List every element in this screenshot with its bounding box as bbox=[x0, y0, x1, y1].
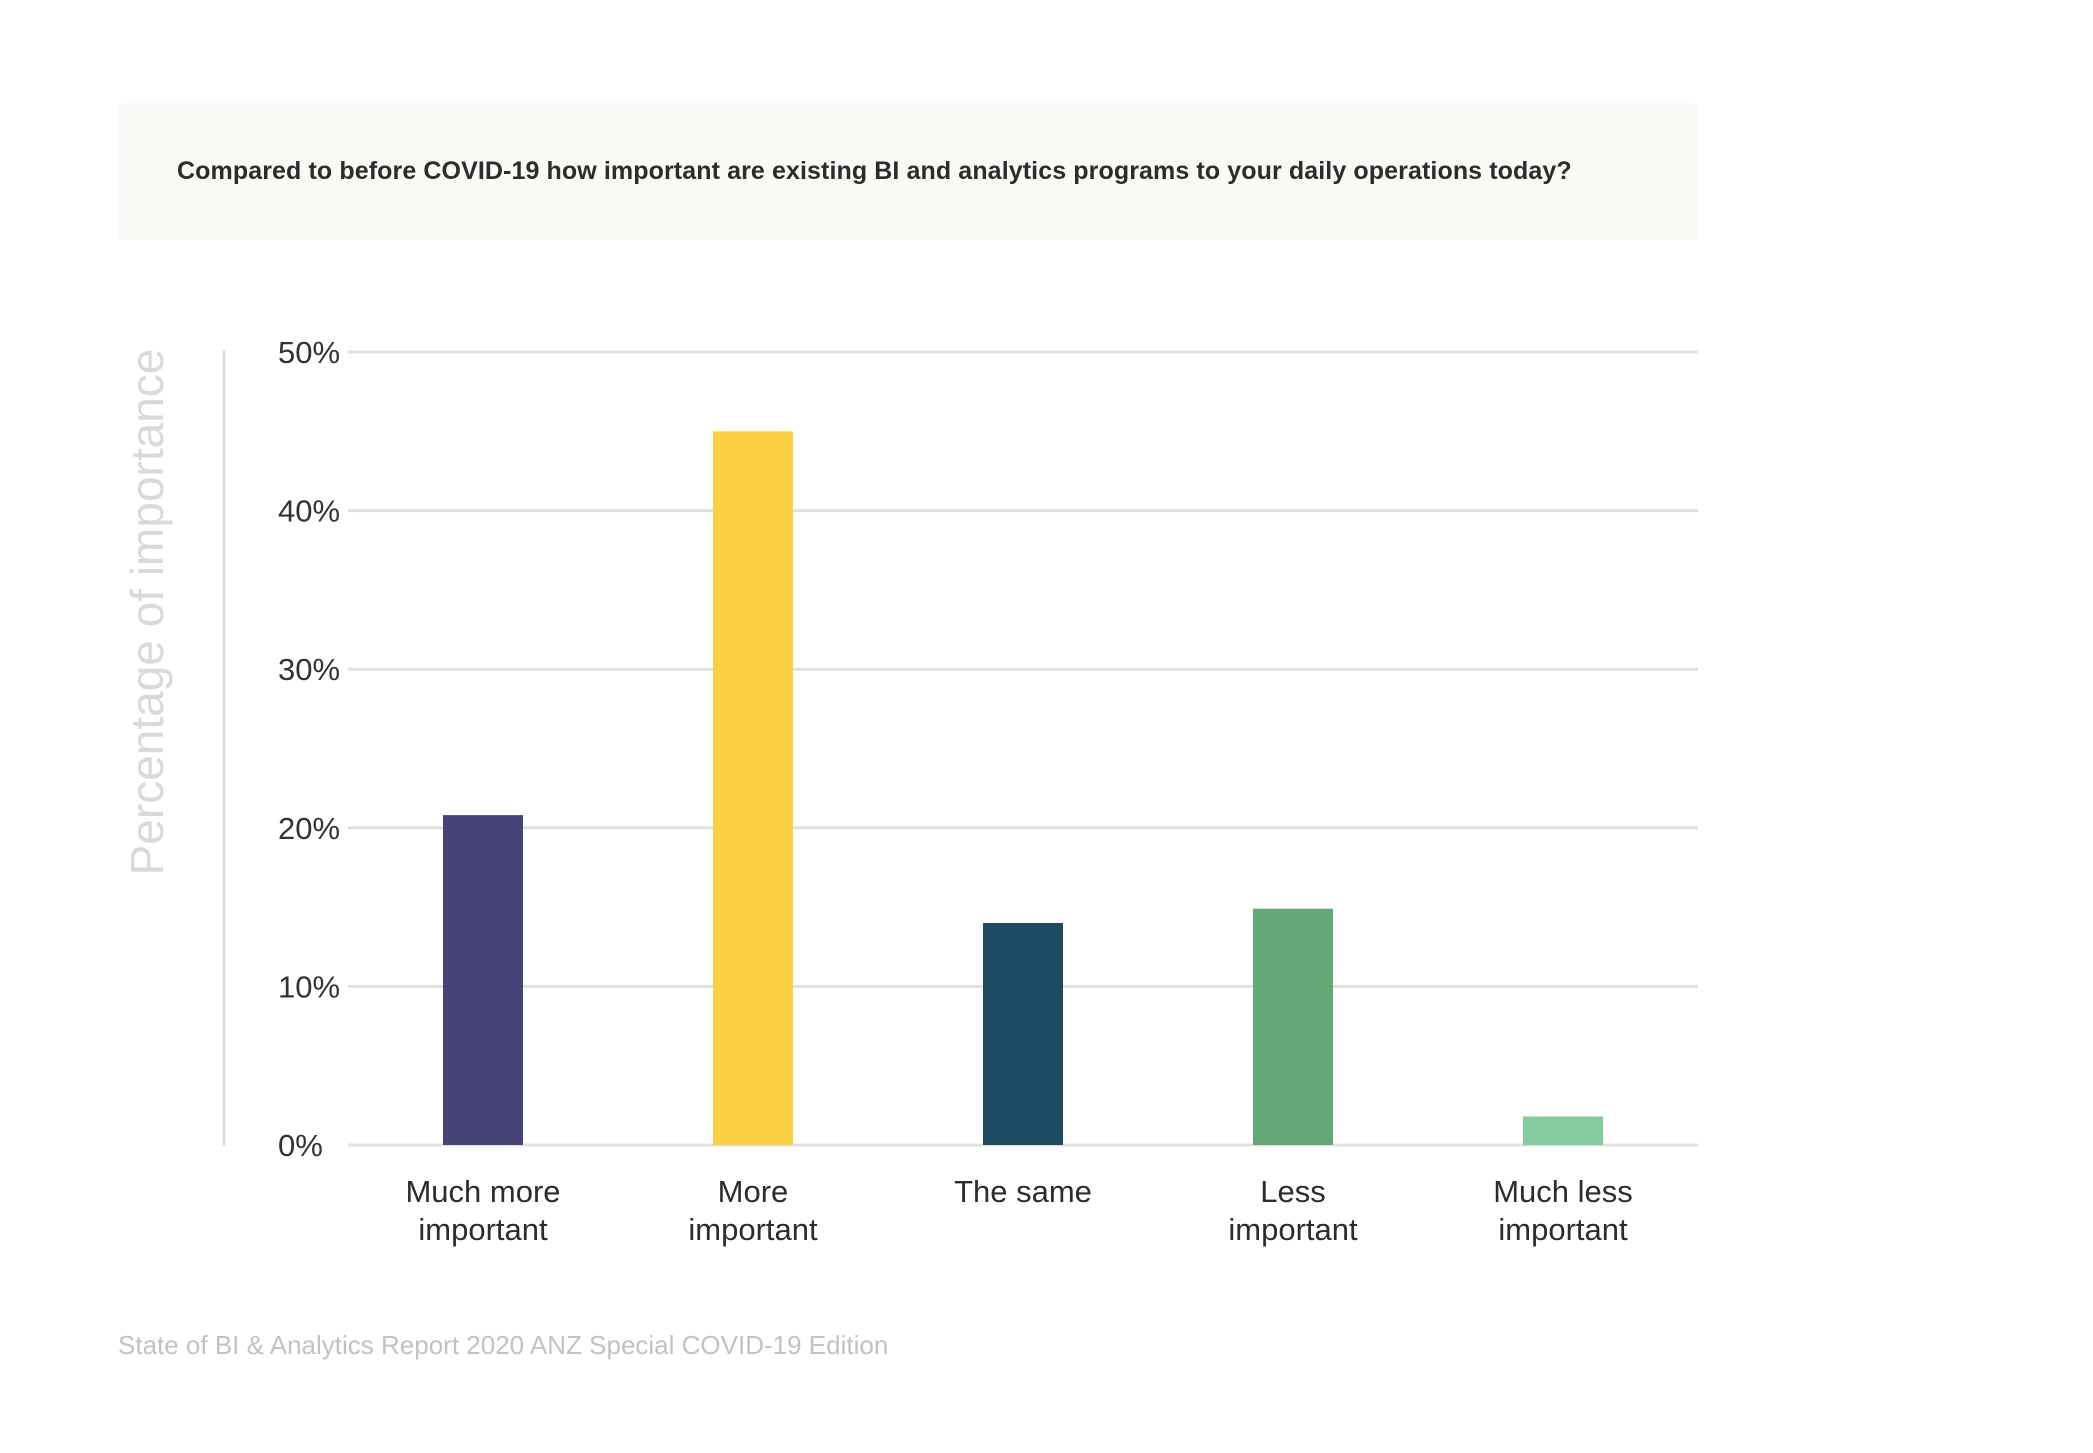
x-tick-label: Much more important bbox=[405, 1174, 560, 1247]
y-tick-label: 40% bbox=[278, 494, 340, 529]
bar bbox=[1253, 908, 1333, 1145]
bar bbox=[1523, 1116, 1603, 1145]
y-axis-title: Percentage of importance bbox=[121, 349, 173, 876]
y-tick-label: 30% bbox=[278, 652, 340, 687]
x-tick-label: The same bbox=[954, 1174, 1092, 1209]
x-tick-label: Less important bbox=[1228, 1174, 1358, 1247]
question-panel: Compared to before COVID-19 how importan… bbox=[118, 103, 1698, 240]
y-tick-label: 10% bbox=[278, 969, 340, 1004]
bar bbox=[983, 922, 1063, 1145]
question-text: Compared to before COVID-19 how importan… bbox=[177, 157, 1572, 185]
y-tick-label: 50% bbox=[278, 335, 340, 370]
bar bbox=[713, 431, 793, 1145]
x-tick-label: More important bbox=[688, 1174, 818, 1247]
y-tick-label: 20% bbox=[278, 811, 340, 846]
x-tick-label: Much less important bbox=[1493, 1174, 1633, 1247]
y-tick-labels: 0% 10% 20% 30% 40% 50% bbox=[278, 335, 340, 1163]
bars bbox=[443, 431, 1603, 1145]
x-tick-labels: Much more important More important The same L… bbox=[405, 1174, 1632, 1247]
bar bbox=[443, 815, 523, 1145]
y-tick-label: 0% bbox=[278, 1128, 323, 1163]
source-note: State of BI & Analytics Report 2020 ANZ … bbox=[118, 1330, 889, 1360]
